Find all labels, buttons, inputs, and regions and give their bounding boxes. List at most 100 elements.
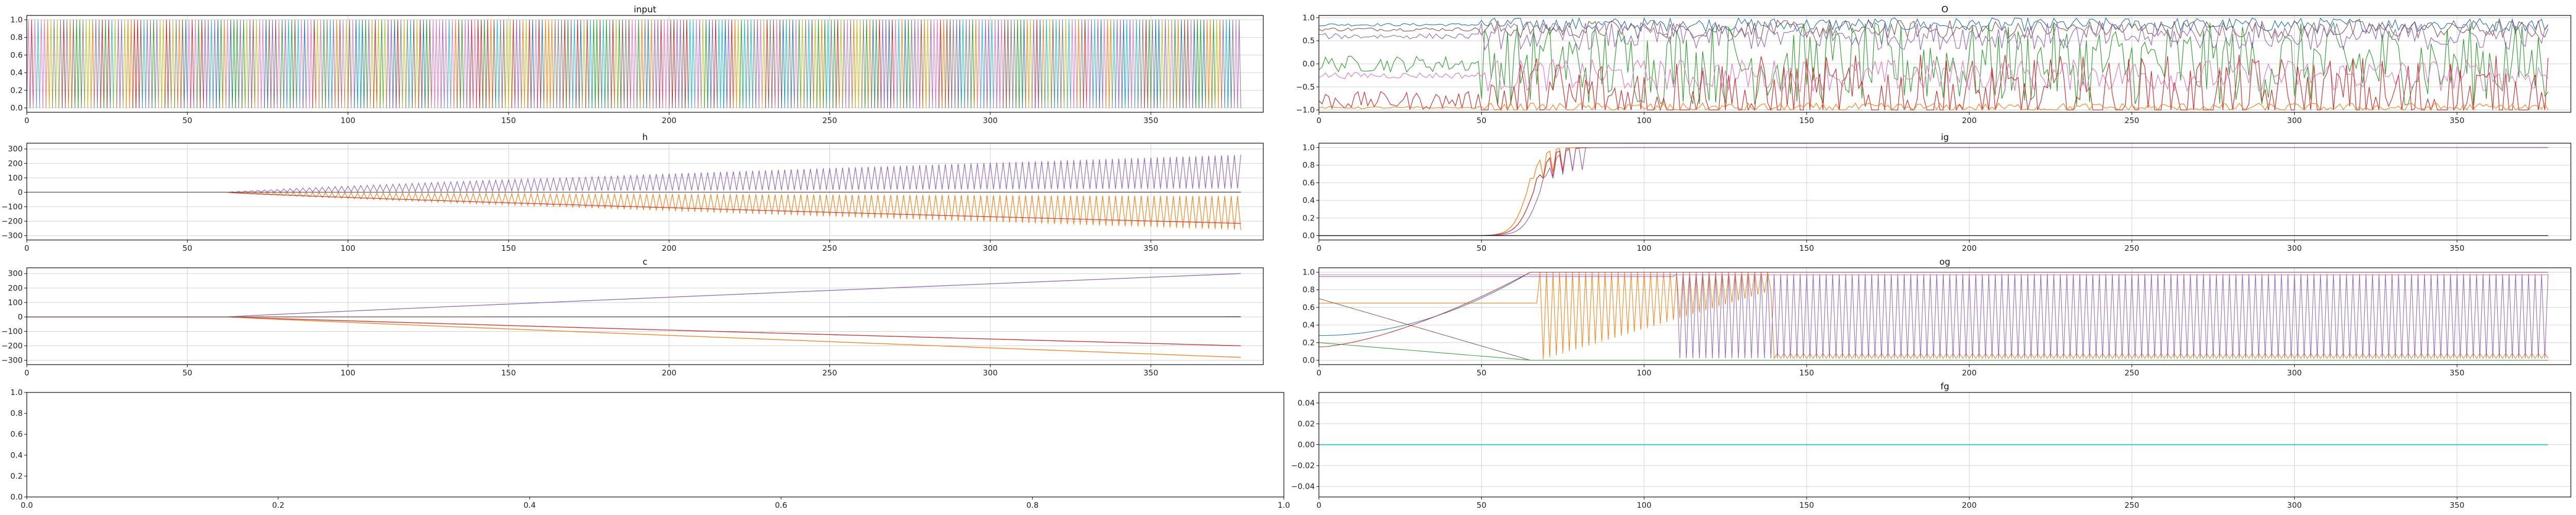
series-line-input xyxy=(916,20,920,108)
series-line-input xyxy=(804,20,808,108)
series-line-input xyxy=(880,20,885,108)
series-line-input xyxy=(1157,20,1161,108)
series-line-input xyxy=(601,20,605,108)
series-line-input xyxy=(707,20,711,108)
series-line-input xyxy=(187,20,191,108)
series-line-input xyxy=(987,20,991,108)
series-line-input xyxy=(328,20,332,108)
series-line-input xyxy=(351,20,355,108)
series-line-input xyxy=(1192,20,1196,108)
series-line-input xyxy=(409,20,413,108)
series-line-input xyxy=(309,20,313,108)
series-line-input xyxy=(1009,20,1013,108)
series-line-input xyxy=(649,20,654,108)
y-tick-label: 0.0 xyxy=(10,492,23,502)
series-line-input xyxy=(736,20,740,108)
series-line-input xyxy=(797,20,801,108)
series-line-input xyxy=(1044,20,1048,108)
series-line-o xyxy=(1319,59,2549,92)
series-line-o xyxy=(1319,102,2549,111)
series-line-h xyxy=(27,192,1241,230)
plot-frame xyxy=(1318,267,2571,365)
axes-fg: 0 50 100 150 200 250 300 350 −0.04 −0.02 0.00 0.02 0… xyxy=(1291,382,2571,510)
series-line-input xyxy=(877,20,882,108)
series-line-input xyxy=(39,20,43,108)
series-line-input xyxy=(1147,20,1151,108)
series-line-input xyxy=(386,20,390,108)
series-line-input xyxy=(990,20,994,108)
series-line-input xyxy=(919,20,923,108)
series-line-input xyxy=(868,20,872,108)
series-line-input xyxy=(203,20,207,108)
series-line-input xyxy=(1150,20,1155,108)
series-line-input xyxy=(318,20,323,108)
series-line-input xyxy=(399,20,403,108)
x-tick-label: 100 xyxy=(1637,501,1652,510)
series-line-input xyxy=(1179,20,1183,108)
series-line-input xyxy=(665,20,670,108)
series-line-input xyxy=(261,20,265,108)
x-tick-label: 350 xyxy=(2450,368,2465,377)
y-tick-label: 0.2 xyxy=(1302,338,1315,347)
x-tick-label: 0 xyxy=(1316,116,1321,125)
y-tick-label: 0.8 xyxy=(1302,285,1315,295)
series-line-ig xyxy=(1319,147,2548,236)
series-line-input xyxy=(717,20,721,108)
series-line-input xyxy=(1141,20,1145,108)
series-line-input xyxy=(579,20,583,108)
series-line-input xyxy=(1170,20,1174,108)
x-tick-label: 350 xyxy=(1143,116,1158,125)
series-line-input xyxy=(1154,20,1158,108)
series-line-input xyxy=(852,20,856,108)
series-line-input xyxy=(183,20,188,108)
series-line-input xyxy=(177,20,181,108)
series-line-input xyxy=(469,20,474,108)
series-line-input xyxy=(229,20,233,108)
series-line-input xyxy=(1019,20,1023,108)
y-tick-label: 0 xyxy=(18,187,23,197)
series-line-og xyxy=(1319,271,2548,336)
series-line-input xyxy=(871,20,875,108)
series-line-input xyxy=(145,20,149,108)
series-line-input xyxy=(761,20,766,108)
series-line-input xyxy=(238,20,243,108)
series-line-input xyxy=(566,20,570,108)
series-line-input xyxy=(302,20,307,108)
series-line-o xyxy=(1319,17,2549,32)
y-tick-label: −0.04 xyxy=(1291,482,1315,491)
series-line-input xyxy=(1096,20,1100,108)
series-line-input xyxy=(68,20,72,108)
chart-title: O xyxy=(1941,5,1948,15)
series-line-input xyxy=(900,20,904,108)
series-line-input xyxy=(190,20,194,108)
x-tick-label: 100 xyxy=(1637,368,1652,377)
series-line-h xyxy=(27,192,1241,193)
series-line-input xyxy=(123,20,127,108)
series-line-input xyxy=(582,20,586,108)
y-tick-label: −300 xyxy=(2,231,23,241)
series-line-input xyxy=(662,20,667,108)
series-line-input xyxy=(84,20,88,108)
series-line-input xyxy=(129,20,133,108)
series-line-input xyxy=(116,20,121,108)
series-line-input xyxy=(164,20,168,108)
series-line-input xyxy=(431,20,435,108)
series-line-input xyxy=(611,20,615,108)
series-line-input xyxy=(810,20,814,108)
series-line-input xyxy=(787,20,792,108)
series-line-input xyxy=(1012,20,1016,108)
series-line-input xyxy=(91,20,95,108)
x-tick-label: 100 xyxy=(1637,116,1652,125)
x-tick-label: 350 xyxy=(1143,368,1158,377)
series-line-input xyxy=(1047,20,1052,108)
series-line-input xyxy=(447,20,451,108)
x-tick-label: 50 xyxy=(182,368,192,377)
series-line-input xyxy=(283,20,287,108)
series-line-input xyxy=(251,20,256,108)
plot-frame xyxy=(26,143,1264,241)
series-line-input xyxy=(961,20,965,108)
x-tick-label: 250 xyxy=(2125,116,2140,125)
series-line-input xyxy=(720,20,724,108)
x-tick-label: 250 xyxy=(822,116,837,125)
